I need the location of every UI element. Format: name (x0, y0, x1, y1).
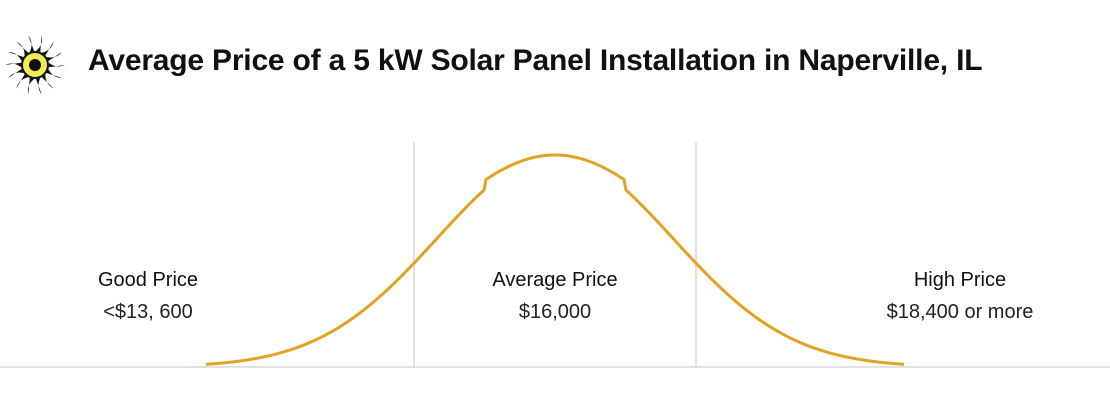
good-price-label: Good Price (97, 269, 199, 291)
chart-title: Average Price of a 5 kW Solar Panel Inst… (88, 44, 983, 77)
sun-ray (5, 62, 22, 68)
good-price-region: Good Price <$13, 600 (18, 268, 278, 324)
sun-ray (41, 41, 54, 56)
sun-logo-icon (5, 35, 65, 95)
high-price-label: High Price (913, 269, 1007, 291)
average-price-region: Average Price $16,000 (425, 268, 685, 324)
sun-ray (7, 51, 24, 62)
sun-ray (27, 77, 35, 95)
good-price-value: <$13, 600 (103, 301, 193, 323)
sun-ray (28, 35, 35, 53)
sun-ray (16, 74, 29, 89)
sun-ray (16, 41, 29, 56)
high-price-value: $18,400 or more (886, 301, 1034, 323)
sun-ray (46, 51, 63, 62)
sun-ray (7, 68, 24, 79)
sun-ray (46, 68, 63, 79)
price-distribution-curve (205, 153, 905, 366)
sun-ray (41, 74, 54, 89)
bell-curve-plot (0, 142, 1110, 368)
sun-ray (35, 35, 43, 53)
average-price-label: Average Price (492, 269, 618, 291)
sun-ray (48, 62, 65, 68)
high-price-region: High Price $18,400 or more (830, 268, 1090, 324)
sun-ray (35, 77, 42, 95)
price-distribution-chart: Good Price <$13, 600 Average Price $16,0… (0, 130, 1110, 404)
average-price-value: $16,000 (518, 301, 592, 323)
